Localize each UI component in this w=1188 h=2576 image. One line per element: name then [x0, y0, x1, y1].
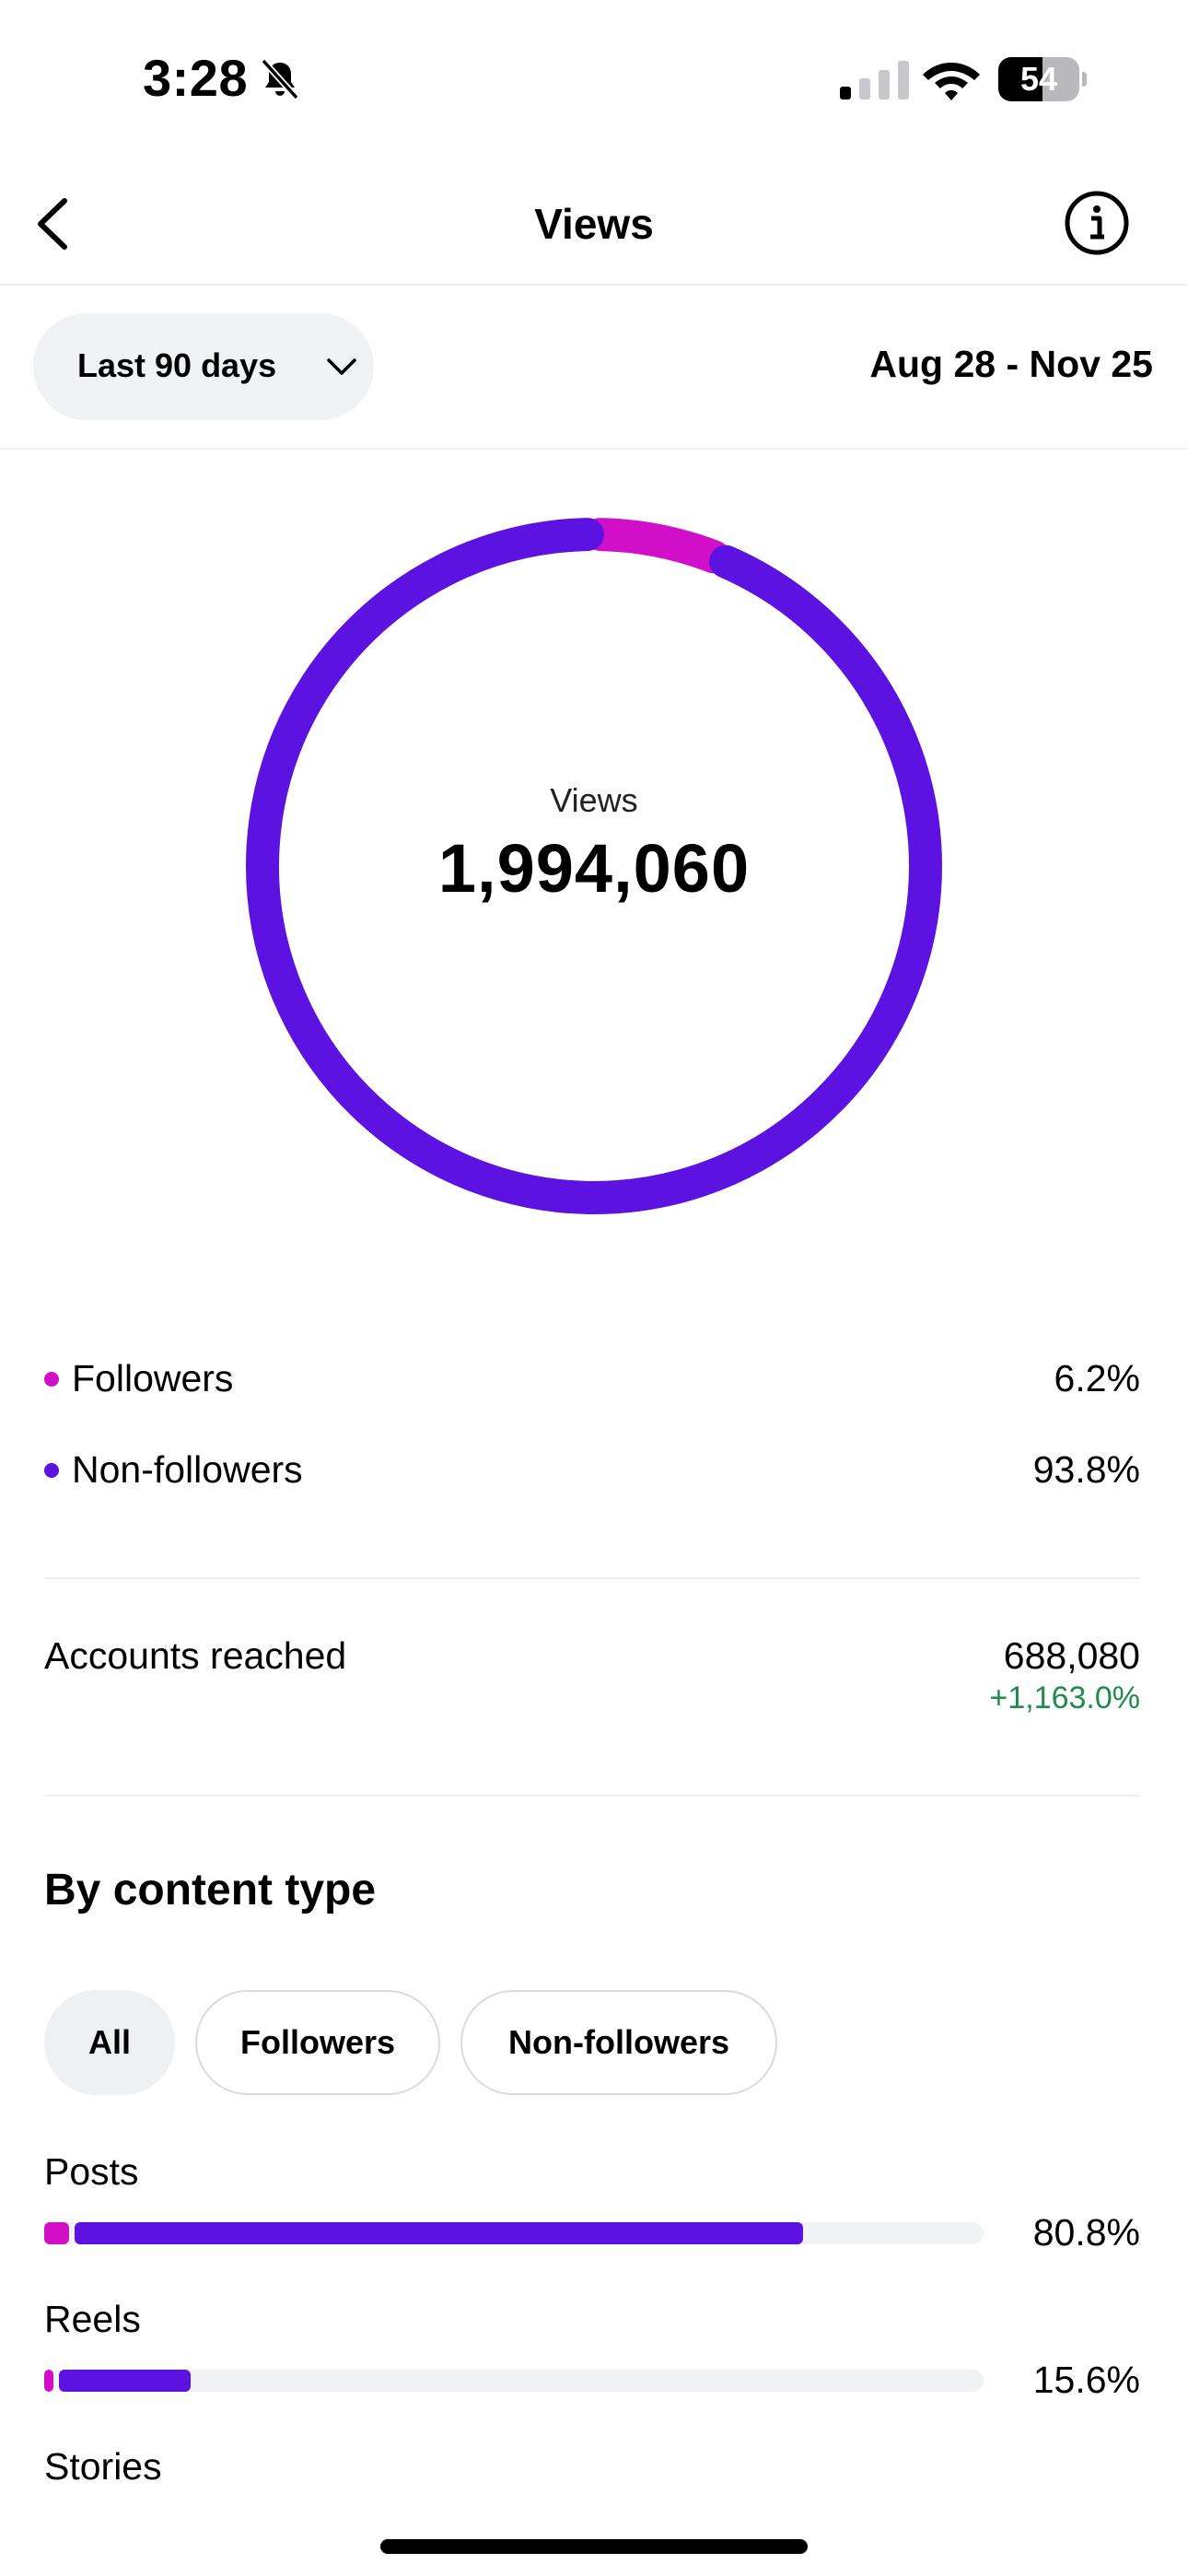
wifi-icon: [923, 63, 980, 100]
reels-followers-segment: [44, 2370, 54, 2392]
posts-bar: [44, 2222, 984, 2244]
signal-icon: [840, 61, 909, 100]
donut-label: Views: [550, 781, 638, 819]
donut-segment-followers: [583, 518, 731, 574]
legend-value: 6.2%: [1054, 1357, 1140, 1399]
chevron-down-icon: [327, 358, 356, 375]
status-time: 3:28: [143, 49, 249, 107]
legend-value: 93.8%: [1032, 1448, 1140, 1491]
period-label: Last 90 days: [77, 346, 277, 384]
home-indicator[interactable]: [380, 2539, 808, 2554]
filter-chip-all[interactable]: All: [44, 1990, 175, 2095]
views-donut-chart: [246, 518, 942, 1214]
reels-bar: [44, 2370, 984, 2392]
legend-label: Followers: [72, 1357, 234, 1399]
accounts-reached-change: +1,163.0%: [989, 1680, 1140, 1715]
section-title: By content type: [44, 1866, 377, 1914]
content-type-label: Reels: [44, 2298, 141, 2340]
posts-non-followers-segment: [74, 2222, 804, 2244]
accounts-reached-value: 688,080: [1003, 1634, 1140, 1677]
content-type-label: Stories: [44, 2445, 162, 2488]
page-title: Views: [534, 200, 654, 248]
battery-icon: 54: [998, 57, 1087, 101]
battery-level: 54: [1019, 60, 1058, 98]
followers-dot: [44, 1372, 59, 1387]
filter-chip-followers[interactable]: Followers: [195, 1990, 440, 2095]
divider: [44, 1795, 1140, 1797]
chevron-left-icon[interactable]: [31, 193, 77, 254]
filter-row: Last 90 days Aug 28 - Nov 25: [0, 287, 1188, 450]
filter-chip-non-followers[interactable]: Non-followers: [460, 1990, 777, 2095]
content-type-value: 15.6%: [1032, 2359, 1140, 2401]
status-bar: 3:28 54: [0, 0, 1188, 157]
reels-non-followers-segment: [59, 2370, 192, 2392]
total-views: 1,994,060: [437, 830, 751, 907]
legend-followers: Followers 6.2%: [44, 1352, 1140, 1407]
divider: [44, 1577, 1140, 1579]
donut-segment-non-followers: [246, 518, 942, 1214]
legend-label: Non-followers: [72, 1448, 303, 1491]
accounts-reached-label: Accounts reached: [44, 1634, 347, 1677]
bell-off-icon: [261, 58, 299, 100]
info-icon[interactable]: [1064, 190, 1130, 256]
date-range: Aug 28 - Nov 25: [869, 343, 1153, 385]
posts-followers-segment: [44, 2222, 69, 2244]
non-followers-dot: [44, 1463, 59, 1478]
content-type-value: 80.8%: [1032, 2211, 1140, 2254]
content-type-label: Posts: [44, 2150, 139, 2193]
period-dropdown[interactable]: Last 90 days: [33, 313, 374, 420]
nav-bar: Views: [0, 157, 1188, 286]
legend-non-followers: Non-followers 93.8%: [44, 1443, 1140, 1498]
